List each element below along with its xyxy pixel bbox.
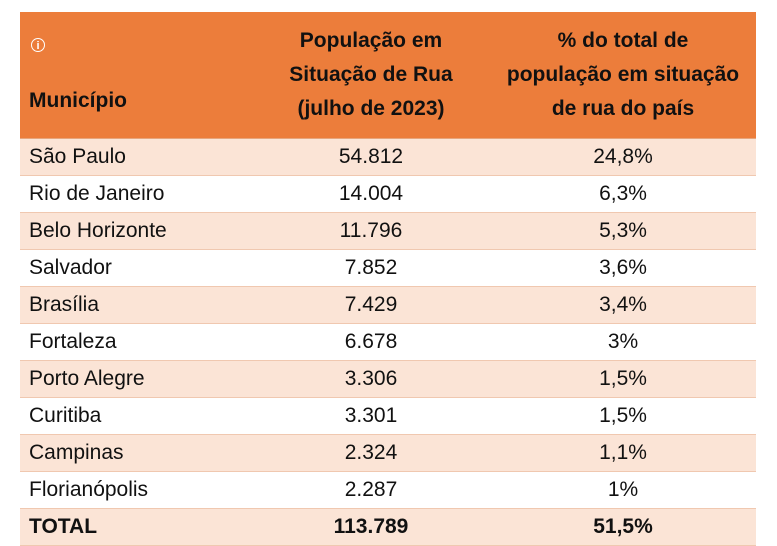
population-table: i Município População em Situação de Rua… <box>20 12 756 546</box>
cell-populacao: 2.324 <box>252 434 490 472</box>
header-populacao-line: População em <box>299 29 443 52</box>
cell-municipio: Fortaleza <box>20 323 252 361</box>
header-populacao-line: (julho de 2023) <box>297 97 445 120</box>
cell-populacao: 14.004 <box>252 175 490 213</box>
cell-municipio: Salvador <box>20 249 252 287</box>
cell-percentual: 3,6% <box>490 249 756 287</box>
table-row: Brasília 7.429 3,4% <box>20 286 756 324</box>
cell-municipio: Brasília <box>20 286 252 324</box>
table-row: Fortaleza 6.678 3% <box>20 323 756 361</box>
cell-populacao: 3.301 <box>252 397 490 435</box>
header-municipio-label: Município <box>29 89 127 112</box>
cell-municipio: Curitiba <box>20 397 252 435</box>
cell-percentual: 1,5% <box>490 360 756 398</box>
cell-percentual: 1,1% <box>490 434 756 472</box>
header-percentual-line: % do total de <box>557 29 689 52</box>
total-row: TOTAL 113.789 51,5% <box>20 508 756 546</box>
header-populacao-line: Situação de Rua <box>289 63 453 86</box>
total-percentual: 51,5% <box>490 508 756 546</box>
total-label: TOTAL <box>20 508 252 546</box>
table-row: Florianópolis 2.287 1% <box>20 471 756 509</box>
cell-municipio: Florianópolis <box>20 471 252 509</box>
cell-populacao: 7.852 <box>252 249 490 287</box>
table-body: São Paulo 54.812 24,8% Rio de Janeiro 14… <box>20 138 756 546</box>
cell-percentual: 1,5% <box>490 397 756 435</box>
cell-populacao: 2.287 <box>252 471 490 509</box>
header-populacao: População em Situação de Rua (julho de 2… <box>252 12 490 139</box>
header-percentual: % do total de população em situação de r… <box>490 12 756 139</box>
cell-municipio: São Paulo <box>20 138 252 176</box>
cell-percentual: 1% <box>490 471 756 509</box>
header-row: i Município População em Situação de Rua… <box>20 12 756 139</box>
table-row: Belo Horizonte 11.796 5,3% <box>20 212 756 250</box>
cell-populacao: 54.812 <box>252 138 490 176</box>
cell-percentual: 5,3% <box>490 212 756 250</box>
cell-percentual: 24,8% <box>490 138 756 176</box>
cell-municipio: Rio de Janeiro <box>20 175 252 213</box>
table-row: Curitiba 3.301 1,5% <box>20 397 756 435</box>
table-row: São Paulo 54.812 24,8% <box>20 138 756 176</box>
cell-populacao: 3.306 <box>252 360 490 398</box>
table-row: Porto Alegre 3.306 1,5% <box>20 360 756 398</box>
cell-percentual: 3% <box>490 323 756 361</box>
cell-percentual: 3,4% <box>490 286 756 324</box>
header-percentual-line: população em situação <box>506 63 740 86</box>
header-municipio: i Município <box>20 12 252 139</box>
header-percentual-line: de rua do país <box>551 97 695 120</box>
cell-municipio: Belo Horizonte <box>20 212 252 250</box>
table-row: Rio de Janeiro 14.004 6,3% <box>20 175 756 213</box>
table-row: Campinas 2.324 1,1% <box>20 434 756 472</box>
cell-populacao: 6.678 <box>252 323 490 361</box>
cell-municipio: Porto Alegre <box>20 360 252 398</box>
cell-populacao: 11.796 <box>252 212 490 250</box>
total-populacao: 113.789 <box>252 508 490 546</box>
table-header: i Município População em Situação de Rua… <box>20 12 756 139</box>
cell-populacao: 7.429 <box>252 286 490 324</box>
info-icon[interactable]: i <box>31 38 45 52</box>
table-container: i Município População em Situação de Rua… <box>20 12 756 546</box>
cell-percentual: 6,3% <box>490 175 756 213</box>
cell-municipio: Campinas <box>20 434 252 472</box>
table-row: Salvador 7.852 3,6% <box>20 249 756 287</box>
